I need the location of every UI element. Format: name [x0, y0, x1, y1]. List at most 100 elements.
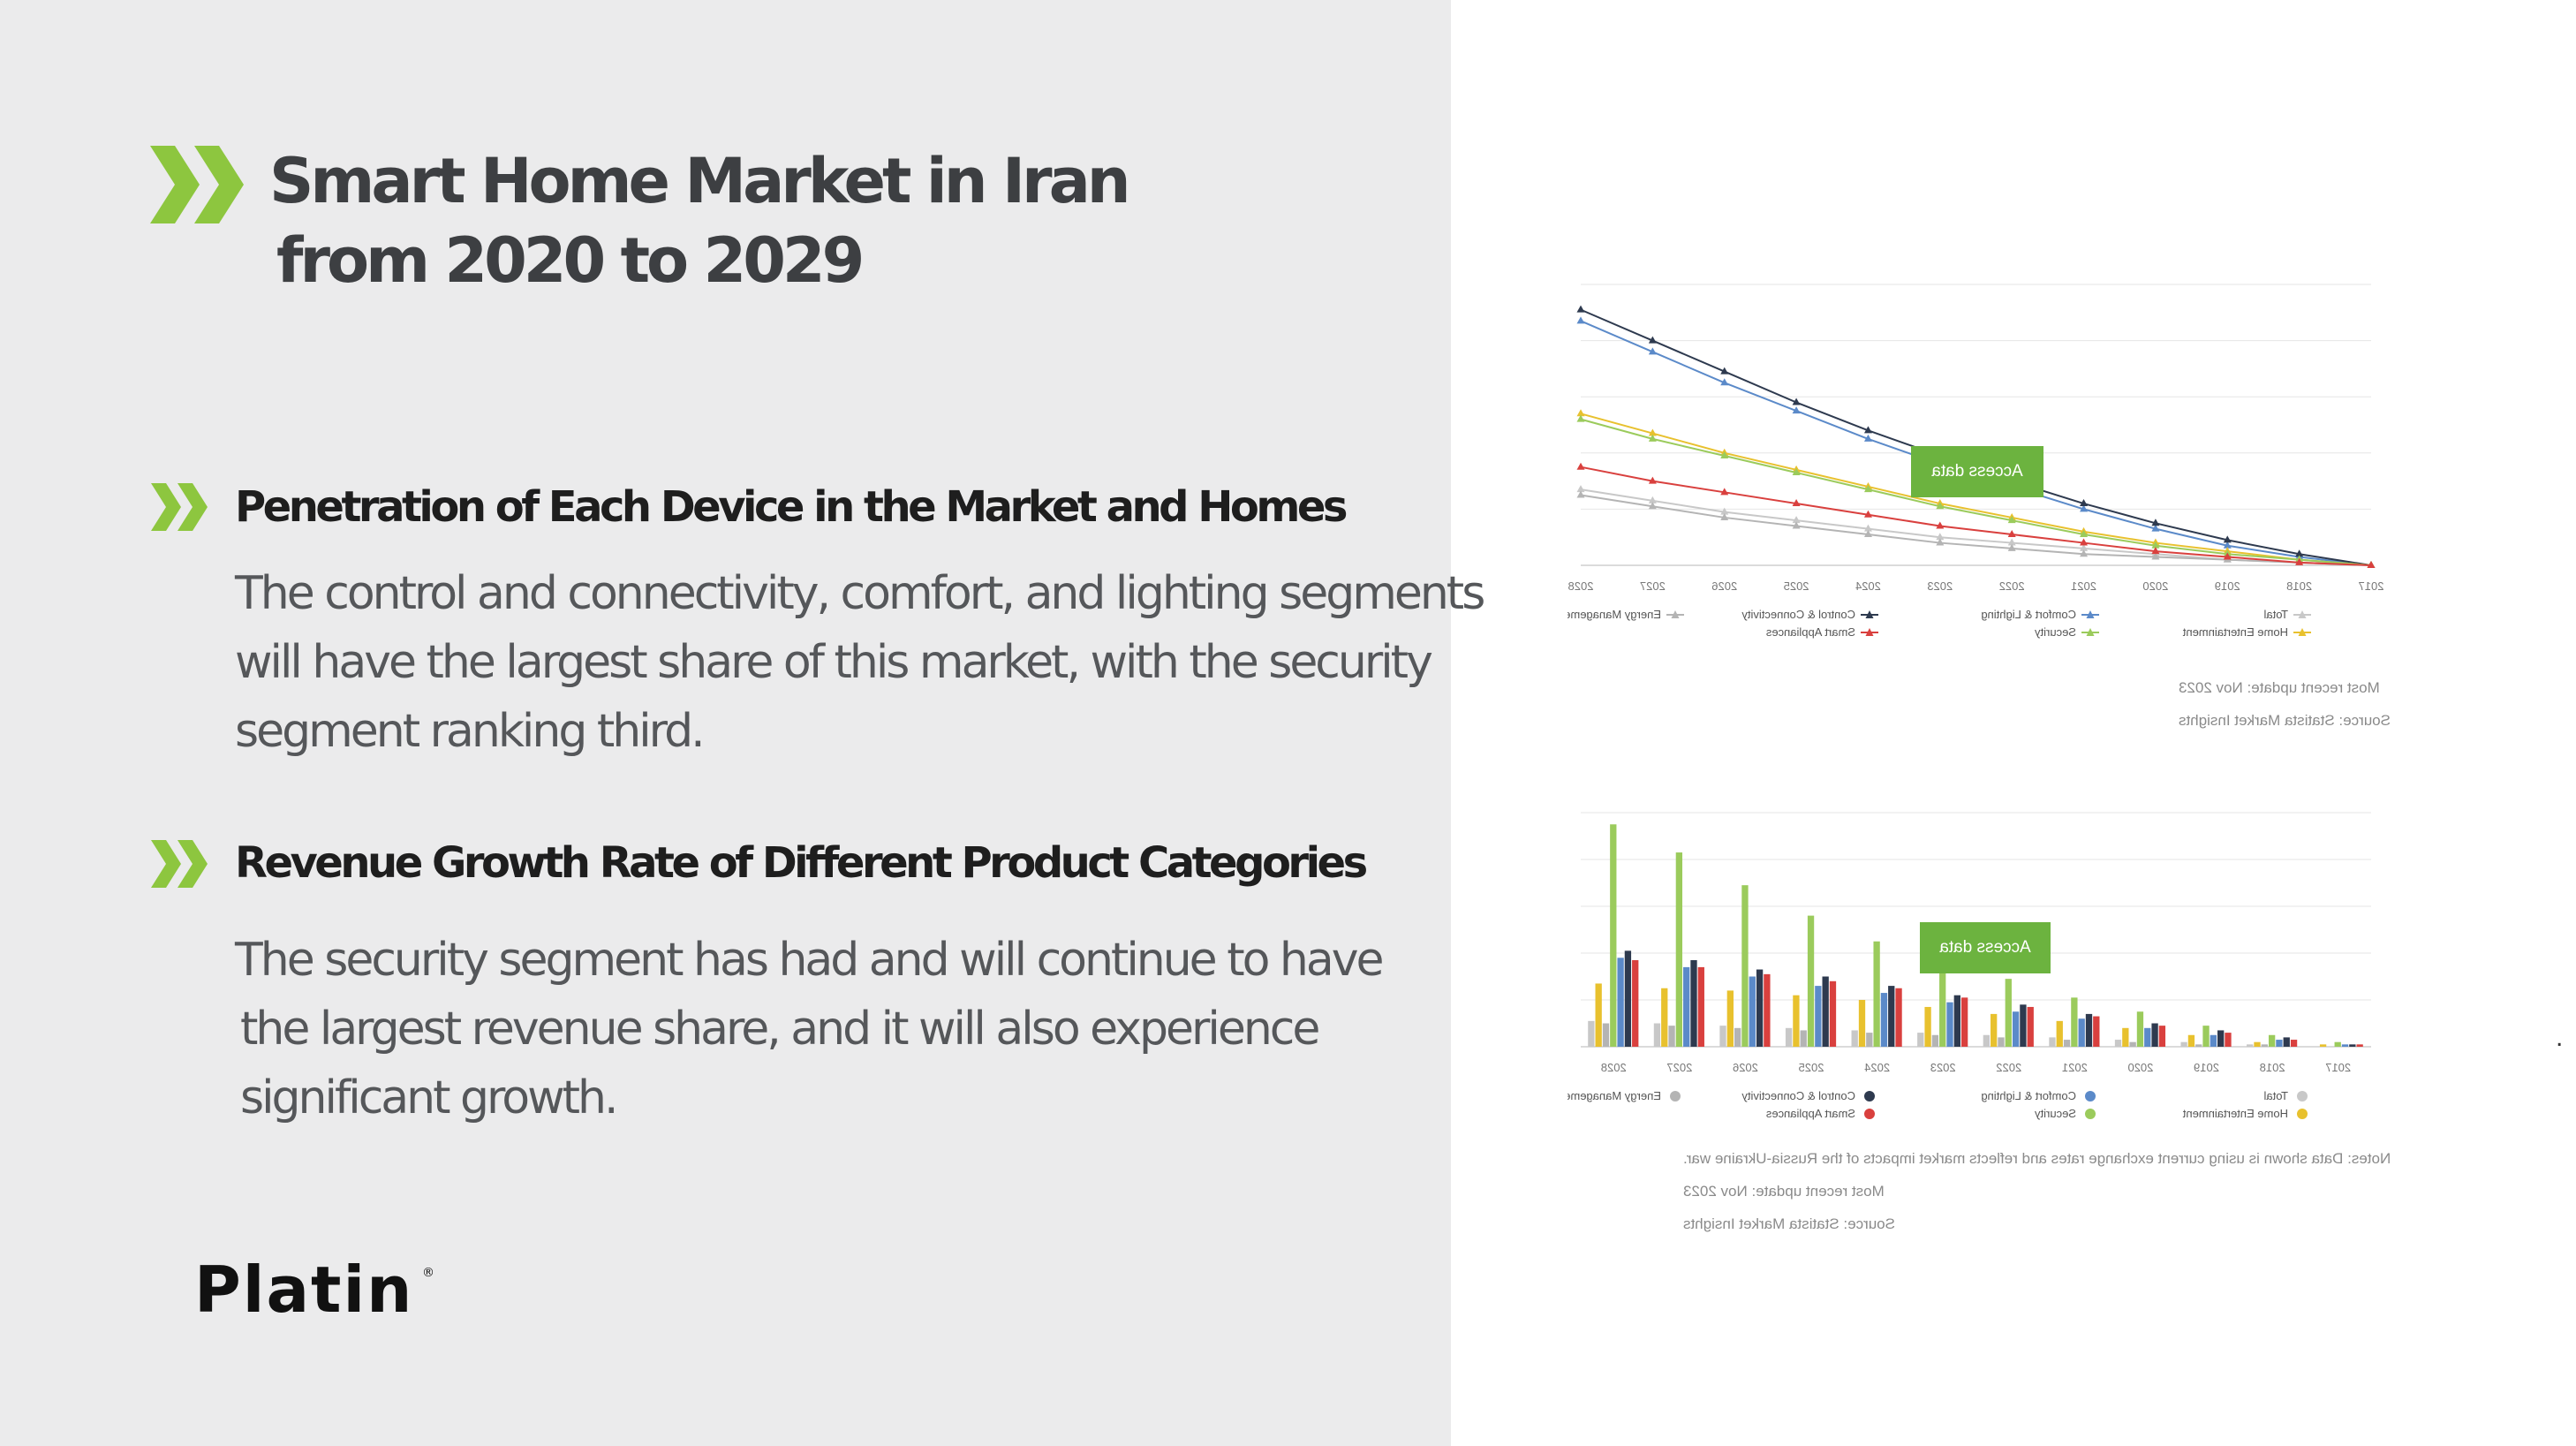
series-line	[1580, 308, 2372, 566]
legend-swatch	[1864, 1091, 1875, 1102]
bar	[2356, 1044, 2363, 1047]
data-point	[1792, 397, 1801, 405]
bar	[2144, 1027, 2151, 1047]
bar	[2283, 1037, 2290, 1047]
bar	[1749, 976, 1756, 1047]
chart2-footnotes: Notes: Data shown is using current excha…	[1683, 1142, 2391, 1240]
data-point	[2007, 543, 2016, 551]
x-tick-label: 2028	[1601, 1061, 1627, 1074]
bar	[2349, 1044, 2356, 1047]
data-point	[2367, 561, 2376, 568]
section-heading-penetration: Penetration of Each Device in the Market…	[235, 482, 1348, 532]
data-point	[1648, 476, 1657, 484]
bar	[2276, 1040, 2283, 1047]
bar	[2063, 1040, 2071, 1047]
x-tick-label: 2020	[2127, 1061, 2153, 1074]
data-point	[1576, 305, 1585, 313]
bar	[2114, 1040, 2122, 1047]
bar-chart-revenue: 2017 2018 2019 2020 2021 2022 2023 2024 2025 2026…	[1568, 812, 2371, 1120]
legend-swatch	[2297, 1091, 2308, 1102]
x-tick-label: 2019	[2194, 1061, 2219, 1074]
data-point	[1648, 434, 1657, 442]
bar	[2078, 1018, 2085, 1047]
data-point	[2151, 519, 2160, 526]
legend-label: Smart Appliances	[1765, 625, 1855, 639]
bar	[2319, 1044, 2327, 1047]
section-text-penetration: The control and connectivity, comfort, a…	[235, 559, 1485, 766]
series-line	[1580, 466, 2372, 566]
data-point	[2223, 552, 2232, 560]
x-tick-label: 2025	[1784, 579, 1809, 593]
bar	[1632, 959, 1639, 1047]
data-point	[1576, 485, 1585, 493]
legend-swatch-marker	[1865, 628, 1874, 636]
bar	[2334, 1041, 2341, 1047]
x-tick-label: 2024	[1864, 1061, 1890, 1074]
bar	[2122, 1027, 2129, 1047]
x-tick-label: 2022	[1996, 1061, 2021, 1074]
data-point	[1576, 490, 1585, 498]
data-point	[1648, 502, 1657, 510]
bar	[1998, 1037, 2005, 1047]
data-point	[2151, 524, 2160, 532]
bar	[1953, 995, 1960, 1047]
data-point	[1720, 367, 1729, 375]
legend-swatch	[2297, 1109, 2308, 1119]
data-point	[1936, 502, 1945, 510]
x-tick-label: 2018	[2286, 579, 2312, 593]
data-point	[1863, 524, 1872, 532]
bar	[2049, 1037, 2056, 1047]
x-tick-label: 2026	[1711, 579, 1737, 593]
double-chevron-icon	[150, 146, 244, 223]
line-chart-penetration: 2017 2018 2019 2020 2021 2022 2023 2024 2025 2026…	[1568, 284, 2384, 639]
data-point	[1576, 462, 1585, 470]
x-tick-label: 2021	[2071, 579, 2096, 593]
data-point	[2151, 552, 2160, 560]
x-tick-label: 2027	[1666, 1061, 1692, 1074]
text-line: significant growth.	[240, 1071, 618, 1124]
data-point	[2223, 535, 2232, 543]
data-point	[2151, 541, 2160, 549]
bar	[1822, 976, 1829, 1047]
double-chevron-icon	[151, 483, 208, 531]
data-point	[2080, 538, 2089, 546]
legend-swatch-marker	[2086, 610, 2095, 618]
data-point	[2007, 516, 2016, 524]
x-tick-label: 2017	[2325, 1061, 2351, 1074]
chart1-footnotes: Most recent update: Nov 2023 Source: Sta…	[2179, 671, 2391, 737]
access-data-button[interactable]: Access data	[1911, 446, 2043, 497]
data-point	[1792, 468, 1801, 476]
data-point	[2223, 541, 2232, 549]
bar	[1895, 988, 1902, 1047]
legend-swatch-marker	[1865, 610, 1874, 618]
bar	[1653, 1023, 1661, 1047]
legend-swatch-marker	[2298, 610, 2307, 618]
legend-label: Comfort & Lighting	[1981, 1089, 2076, 1102]
x-tick-label: 2017	[2359, 579, 2384, 593]
bar	[1668, 1026, 1675, 1047]
data-point	[1720, 507, 1729, 515]
footnote-line: Notes: Data shown is using current excha…	[1682, 1150, 2391, 1167]
bar	[1602, 1023, 1610, 1047]
series-line	[1580, 320, 2372, 566]
data-point	[2080, 543, 2089, 551]
title-line-2: from 2020 to 2029	[276, 224, 865, 297]
bar	[1866, 1033, 1873, 1047]
legend-label: Total	[2263, 608, 2288, 621]
data-point	[1648, 347, 1657, 355]
legend-label: Total	[2263, 1089, 2288, 1102]
bar	[1690, 959, 1697, 1047]
bar	[2158, 1026, 2166, 1047]
data-point	[1648, 336, 1657, 344]
data-point	[1863, 426, 1872, 434]
access-data-button[interactable]: Access data	[1920, 922, 2051, 973]
logo-registered-mark: ®	[422, 1266, 433, 1280]
data-point	[2080, 530, 2089, 538]
x-tick-label: 2026	[1733, 1061, 1758, 1074]
legend-label: Home Entertainment	[2182, 625, 2288, 639]
x-tick-label: 2025	[1799, 1061, 1824, 1074]
bar	[1939, 959, 1946, 1047]
data-point	[1576, 316, 1585, 324]
data-point	[1792, 406, 1801, 414]
x-tick-label: 2024	[1855, 579, 1881, 593]
